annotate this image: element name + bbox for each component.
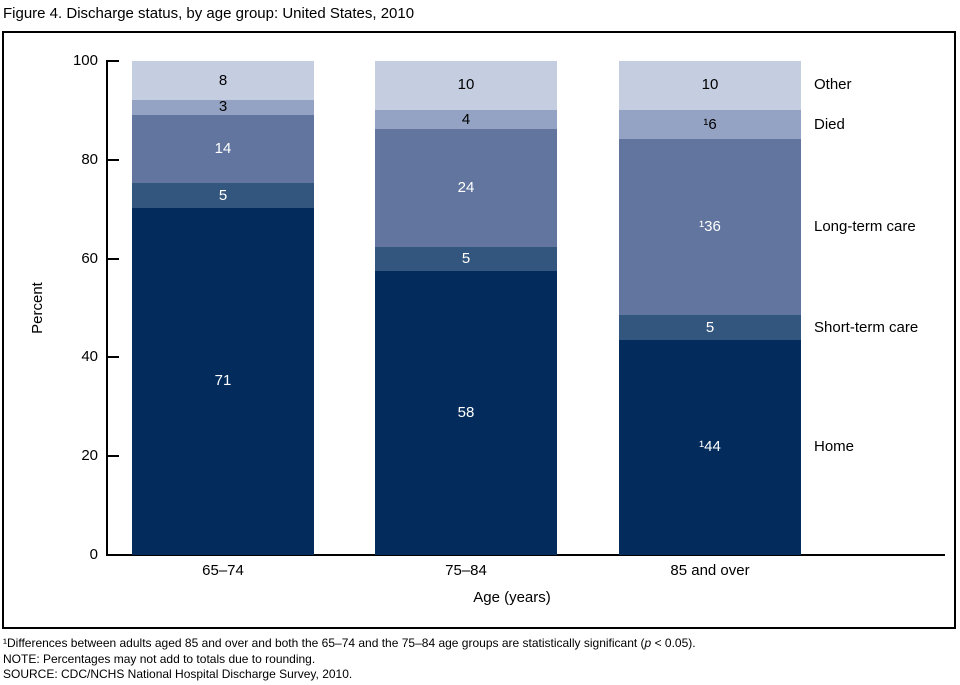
segment-value-label: 71 xyxy=(214,372,232,390)
segment-value-label: ¹44 xyxy=(699,438,721,456)
y-tick xyxy=(108,60,119,62)
footnote-significance-pre: ¹Differences between adults aged 85 and … xyxy=(3,636,645,650)
segment-long-term-care xyxy=(132,114,314,184)
segment-died xyxy=(619,109,801,140)
segment-other xyxy=(619,61,801,110)
segment-short-term-care xyxy=(619,315,801,340)
segment-died xyxy=(132,100,314,115)
segment-value-label: 5 xyxy=(705,318,715,336)
figure-title: Figure 4. Discharge status, by age group… xyxy=(3,5,415,22)
y-tick xyxy=(108,257,119,260)
segment-value-label: 5 xyxy=(461,250,471,268)
segment-short-term-care xyxy=(132,183,314,208)
segment-died xyxy=(375,109,557,130)
segment-value-label: 24 xyxy=(457,179,475,197)
legend-label-short-term-care: Short-term care xyxy=(814,318,919,336)
segment-value-label: 14 xyxy=(214,140,232,158)
segment-value-label: ¹6 xyxy=(703,115,717,133)
segment-other xyxy=(132,61,314,101)
segment-home xyxy=(619,339,801,555)
segment-value-label: 5 xyxy=(218,186,228,204)
footnote-significance-post: < 0.05). xyxy=(651,636,696,650)
segment-short-term-care xyxy=(375,246,557,272)
y-tick-label: 60 xyxy=(81,249,98,267)
segment-long-term-care xyxy=(375,129,557,247)
legend-label-home: Home xyxy=(814,438,855,456)
footnote-significance-p: p xyxy=(644,636,652,650)
segment-value-label: 4 xyxy=(461,110,471,128)
x-category-label: 65–74 xyxy=(202,562,244,579)
segment-value-label: 10 xyxy=(701,76,719,94)
footnote-significance: ¹Differences between adults aged 85 and … xyxy=(3,636,696,652)
y-tick-label: 40 xyxy=(81,348,98,366)
y-tick xyxy=(108,158,119,161)
x-axis-title: Age (years) xyxy=(473,589,551,606)
segment-other xyxy=(375,61,557,110)
y-tick xyxy=(108,455,119,458)
segment-value-label: 3 xyxy=(218,98,228,116)
y-tick xyxy=(108,356,119,359)
x-category-label: 75–84 xyxy=(445,562,487,579)
segment-value-label: 58 xyxy=(457,404,475,422)
y-tick-label: 100 xyxy=(72,52,98,69)
segment-value-label: 8 xyxy=(218,71,228,89)
x-axis-line xyxy=(106,554,945,556)
segment-home xyxy=(132,207,314,555)
chart-frame: Percent 0 20 40 60 80 100 71 5 14 3 8 65–74 58 5 24 4 10… xyxy=(2,31,956,629)
y-tick-label: 20 xyxy=(81,447,98,465)
footnote-note: NOTE: Percentages may not add to totals … xyxy=(3,651,316,666)
y-tick-label: 80 xyxy=(81,150,98,168)
segment-long-term-care xyxy=(619,139,801,316)
y-axis-line xyxy=(106,60,108,556)
footnotes: ¹Differences between adults aged 85 and … xyxy=(3,636,696,683)
legend-label-other: Other xyxy=(814,76,852,94)
legend-label-long-term-care: Long-term care xyxy=(814,218,916,236)
legend-label-died: Died xyxy=(814,115,845,133)
footnote-source: SOURCE: CDC/NCHS National Hospital Disch… xyxy=(3,667,353,681)
y-tick-label: 0 xyxy=(89,546,98,563)
plot-area: 0 20 40 60 80 100 71 5 14 3 8 65–74 58 5 24 4 10 75–84 ¹44… xyxy=(4,33,954,627)
segment-value-label: ¹36 xyxy=(699,218,721,236)
x-category-label: 85 and over xyxy=(670,562,750,579)
segment-value-label: 10 xyxy=(457,76,475,94)
segment-home xyxy=(375,271,557,555)
